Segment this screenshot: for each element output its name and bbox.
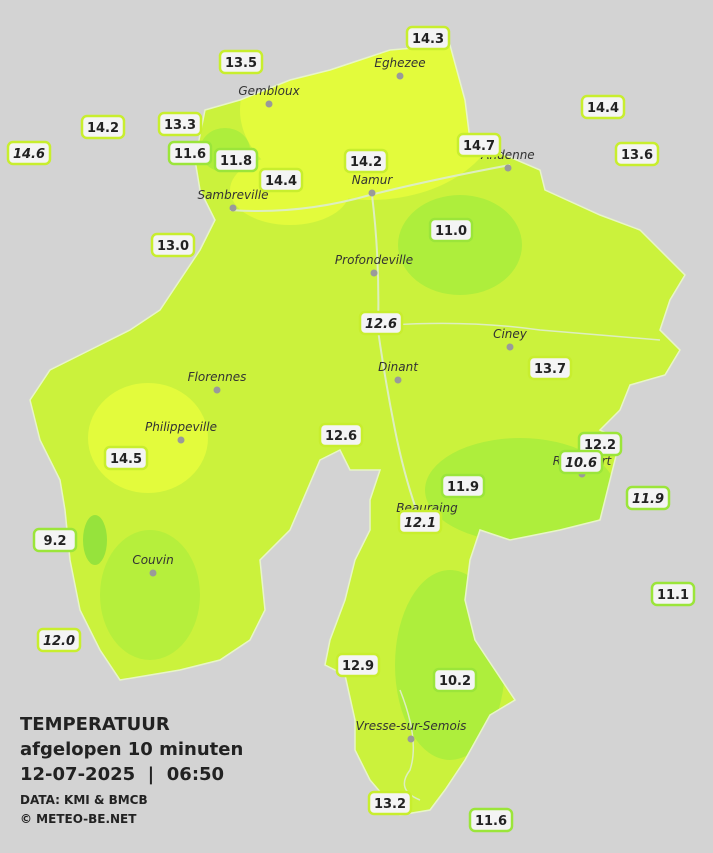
station-box bbox=[80, 114, 126, 140]
city-label: Couvin bbox=[132, 553, 173, 567]
station-value: 13.2 bbox=[374, 797, 406, 812]
station-box bbox=[318, 422, 364, 448]
station-value: 11.6 bbox=[174, 147, 206, 162]
river bbox=[389, 322, 661, 341]
station-value: 12.2 bbox=[584, 438, 616, 453]
station-value: 14.4 bbox=[587, 101, 619, 116]
station-value: 13.3 bbox=[164, 118, 196, 133]
station-box bbox=[167, 140, 213, 166]
station-value: 13.5 bbox=[225, 56, 257, 71]
cool-zone bbox=[398, 195, 522, 295]
station-box bbox=[36, 627, 82, 653]
station-box bbox=[456, 132, 502, 158]
river bbox=[371, 194, 421, 521]
legend-title: TEMPERATUUR bbox=[20, 714, 170, 735]
station-value: 14.2 bbox=[87, 121, 119, 136]
city-dot bbox=[394, 376, 402, 384]
station-value: 12.1 bbox=[404, 516, 436, 531]
station-box bbox=[440, 473, 486, 499]
station-value: 11.9 bbox=[447, 480, 479, 495]
city-dot bbox=[396, 72, 404, 80]
station-value: 14.4 bbox=[265, 174, 297, 189]
city-dot bbox=[265, 100, 273, 108]
station-box bbox=[405, 25, 451, 51]
station-box bbox=[6, 140, 52, 166]
station-box bbox=[527, 355, 573, 381]
station-box bbox=[468, 807, 514, 833]
city-label: Florennes bbox=[188, 370, 247, 384]
city-label: Ciney bbox=[493, 327, 528, 341]
station-value: 14.6 bbox=[13, 147, 45, 162]
station-value: 14.5 bbox=[110, 452, 142, 467]
station-value: 11.1 bbox=[657, 588, 689, 603]
station-box bbox=[150, 232, 196, 258]
station-value: 14.3 bbox=[412, 32, 444, 47]
station-box bbox=[32, 527, 78, 553]
station-box bbox=[367, 790, 413, 816]
city-dot bbox=[229, 204, 237, 212]
station-value: 13.7 bbox=[534, 362, 566, 377]
city-label: Dinant bbox=[378, 360, 419, 374]
station-box bbox=[650, 581, 696, 607]
legend-datetime: 12-07-2025 | 06:50 bbox=[20, 764, 224, 785]
city-dot bbox=[506, 343, 514, 351]
station-value: 11.8 bbox=[220, 154, 252, 169]
station-box bbox=[558, 449, 604, 475]
cool-zone bbox=[83, 515, 107, 565]
city-dot bbox=[213, 386, 221, 394]
city-label: Namur bbox=[352, 173, 394, 187]
station-box bbox=[157, 111, 203, 137]
city-label: Eghezee bbox=[374, 56, 425, 70]
city-label: Sambreville bbox=[197, 188, 268, 202]
warm-zone bbox=[88, 383, 208, 493]
station-value: 9.2 bbox=[43, 534, 66, 549]
station-value: 11.6 bbox=[475, 814, 507, 829]
city-label: Gembloux bbox=[238, 84, 300, 98]
station-box bbox=[213, 147, 259, 173]
station-value: 13.0 bbox=[157, 239, 189, 254]
station-box bbox=[358, 310, 404, 336]
city-dot bbox=[504, 164, 512, 172]
city-dot bbox=[149, 569, 157, 577]
legend-subtitle: afgelopen 10 minuten bbox=[20, 739, 243, 760]
station-value: 11.9 bbox=[632, 492, 664, 507]
station-box bbox=[432, 667, 478, 693]
city-layer: EghezeeGemblouxAndenneNamurSambrevillePr… bbox=[132, 56, 613, 743]
station-box bbox=[397, 509, 443, 535]
station-value: 10.6 bbox=[565, 456, 597, 471]
station-value: 14.2 bbox=[350, 155, 382, 170]
station-value: 13.6 bbox=[621, 148, 653, 163]
station-box bbox=[335, 652, 381, 678]
city-label: Profondeville bbox=[335, 253, 413, 267]
station-value: 12.6 bbox=[325, 429, 357, 444]
station-box bbox=[614, 141, 660, 167]
city-dot bbox=[368, 189, 376, 197]
city-label: Vresse-sur-Semois bbox=[356, 719, 467, 733]
legend-source: DATA: KMI & BMCB bbox=[20, 793, 148, 807]
station-box bbox=[625, 485, 671, 511]
station-box bbox=[103, 445, 149, 471]
station-layer: 14.3 13.5 14.4 14.2 13.3 14.6 11.6 11.8 14.7 13.6… bbox=[6, 25, 696, 833]
station-value: 12.0 bbox=[43, 634, 75, 649]
city-dot bbox=[370, 269, 378, 277]
station-value: 12.6 bbox=[365, 317, 397, 332]
station-value: 10.2 bbox=[439, 674, 471, 689]
station-value: 14.7 bbox=[463, 139, 495, 154]
city-dot bbox=[177, 436, 185, 444]
city-label: Philippeville bbox=[145, 420, 217, 434]
station-box bbox=[580, 94, 626, 120]
city-dot bbox=[407, 735, 415, 743]
station-value: 12.9 bbox=[342, 659, 374, 674]
cool-zone bbox=[100, 530, 200, 660]
station-box bbox=[343, 148, 389, 174]
legend-copyright: © METEO-BE.NET bbox=[20, 812, 137, 826]
station-value: 11.0 bbox=[435, 224, 467, 239]
station-box bbox=[218, 49, 264, 75]
station-box bbox=[258, 167, 304, 193]
station-box bbox=[428, 217, 474, 243]
